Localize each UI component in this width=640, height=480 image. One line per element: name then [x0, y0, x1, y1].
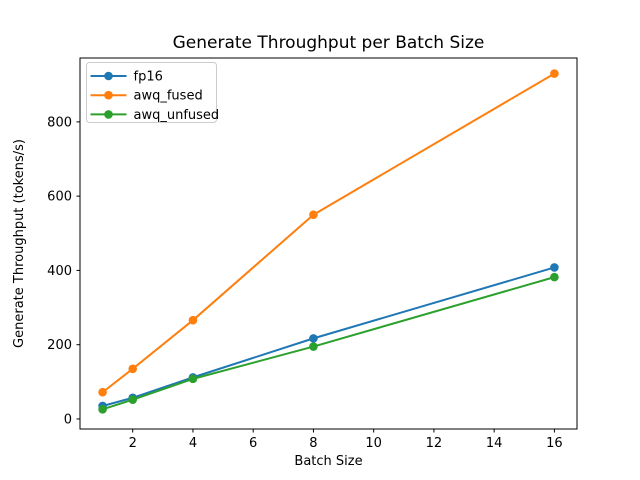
x-tick-label: 2	[129, 436, 137, 451]
x-tick-label: 10	[365, 436, 382, 451]
legend-label-awq_unfused: awq_unfused	[134, 108, 220, 123]
data-point-awq_unfused	[309, 342, 318, 351]
series-line-awq_unfused	[101, 276, 556, 411]
x-tick-label: 4	[189, 436, 197, 451]
plot-area-frame	[79, 57, 578, 430]
x-tick-label: 16	[546, 436, 563, 451]
x-tick-label: 8	[309, 436, 317, 451]
data-point-awq_unfused	[188, 374, 198, 384]
data-point-awq_fused	[128, 364, 138, 374]
chart-title: Generate Throughput per Batch Size	[173, 33, 485, 53]
series-line-fp16	[101, 266, 556, 407]
data-point-awq_unfused	[550, 272, 559, 282]
legend-label-awq_fused: awq_fused	[134, 89, 203, 104]
y-tick-label: 0	[64, 412, 72, 427]
y-tick-label: 400	[47, 264, 72, 279]
x-axis-label: Batch Size	[294, 454, 362, 469]
legend-label-fp16: fp16	[134, 70, 163, 85]
data-point-fp16	[550, 263, 559, 272]
y-axis-label: Generate Throughput (tokens/s)	[12, 139, 27, 348]
legend-marker	[104, 71, 113, 81]
data-point-awq_fused	[309, 210, 318, 220]
y-axis-ticks: 0 200 400 600 800	[47, 115, 80, 427]
x-axis-ticks: 2 4 6 8 10 12 14 16	[129, 429, 563, 451]
data-point-awq_fused	[98, 387, 107, 397]
x-tick-label: 6	[249, 436, 257, 451]
data-point-awq_fused	[188, 315, 198, 325]
y-tick-label: 600	[47, 190, 72, 205]
data-point-awq_unfused	[128, 395, 138, 404]
legend-marker	[104, 110, 113, 119]
data-point-fp16	[309, 334, 318, 343]
legend-box	[86, 62, 217, 123]
x-tick-label: 12	[426, 436, 443, 451]
x-tick-label: 14	[486, 436, 503, 451]
y-tick-label: 800	[47, 115, 72, 130]
y-tick-label: 200	[47, 338, 72, 353]
data-point-awq_fused	[550, 69, 559, 78]
data-point-awq_unfused	[98, 405, 107, 414]
legend-marker	[104, 90, 113, 100]
legend: fp16 awq_fused awq_unfused	[86, 62, 220, 123]
data-series	[98, 69, 559, 414]
